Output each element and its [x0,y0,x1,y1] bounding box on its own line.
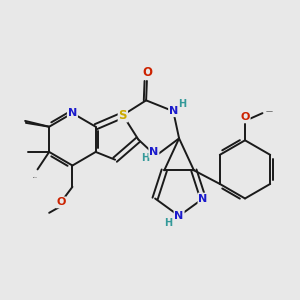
Text: H: H [141,153,149,163]
Text: O: O [56,197,65,207]
Text: S: S [118,109,127,122]
Text: N: N [149,147,158,157]
Text: methyl: methyl [33,177,38,178]
Text: N: N [175,211,184,221]
Text: H: H [164,218,172,228]
Text: O: O [142,66,152,79]
Text: N: N [68,108,77,118]
Text: H: H [178,99,186,109]
Text: —: — [266,108,273,114]
Text: O: O [240,112,250,122]
Text: N: N [198,194,208,203]
Text: N: N [169,106,178,116]
